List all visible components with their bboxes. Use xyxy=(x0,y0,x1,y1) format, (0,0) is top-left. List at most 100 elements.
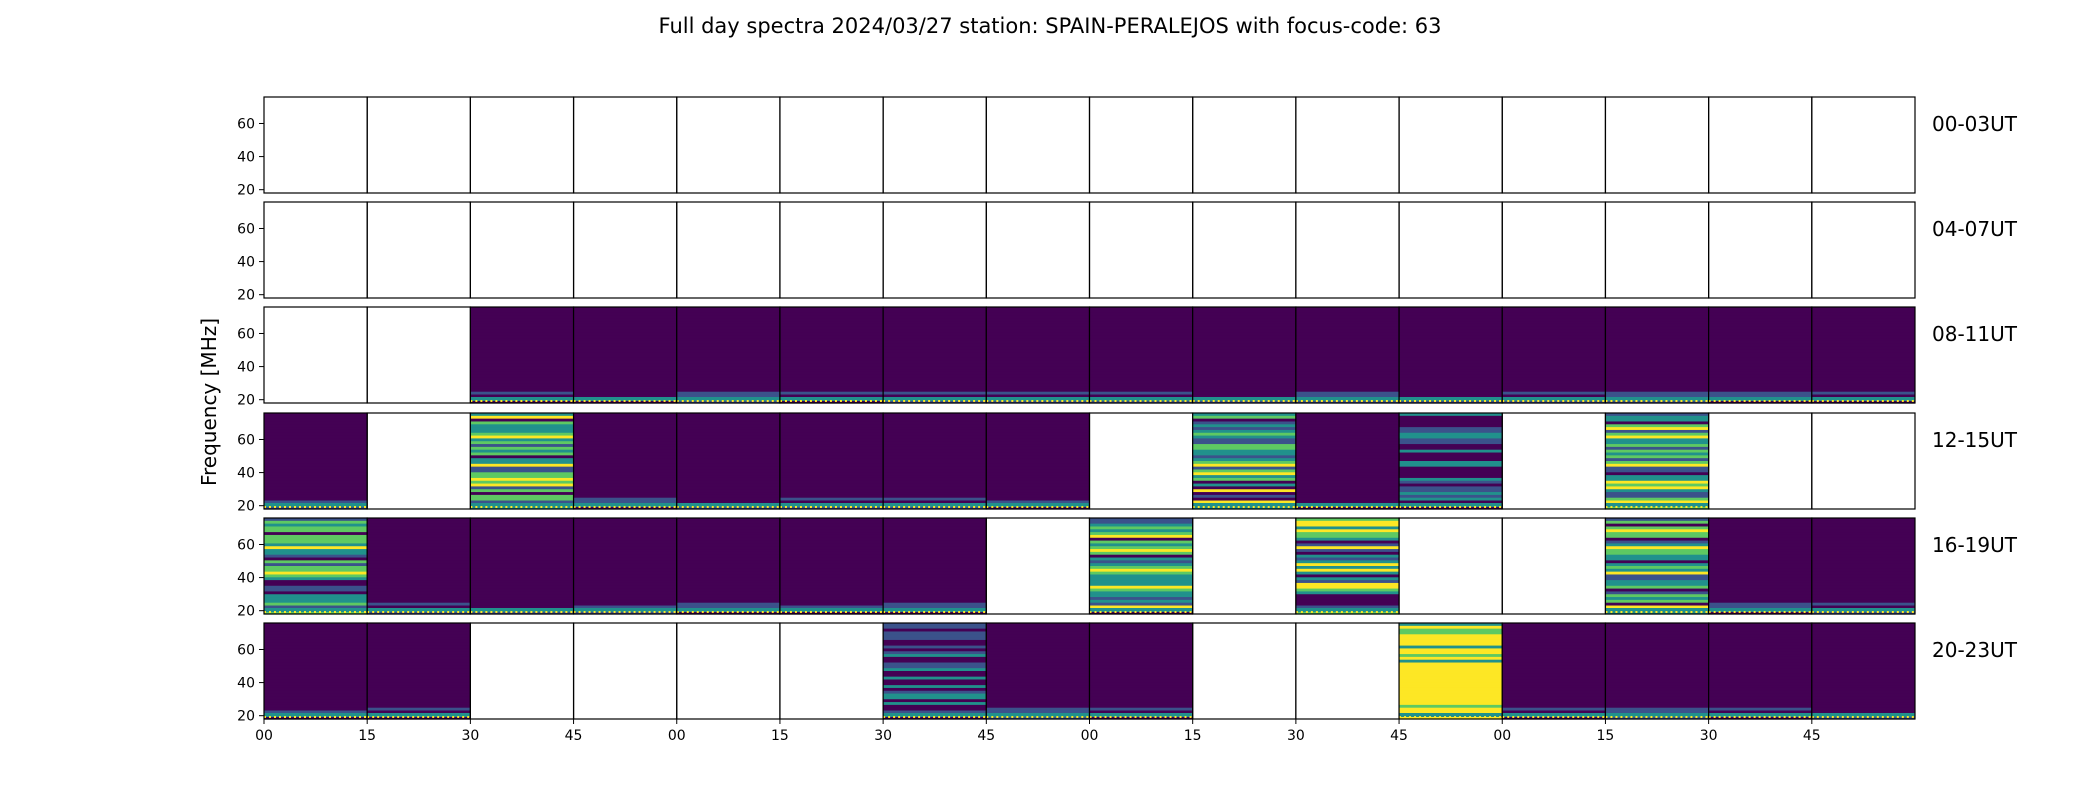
spectrum-band xyxy=(986,312,1090,317)
spectrum-band xyxy=(986,335,1090,339)
spectrum-band xyxy=(1295,463,1400,468)
spectrum-band xyxy=(470,577,574,581)
low-frequency-band xyxy=(573,503,677,507)
spectrum-band xyxy=(1089,523,1193,528)
spectrum-band xyxy=(779,597,884,601)
spectrum-panel xyxy=(1398,622,1503,720)
spectrum-band xyxy=(1502,676,1606,681)
spectrum-band xyxy=(1192,388,1296,393)
spectrum-panel xyxy=(1192,622,1297,720)
spectrum-band xyxy=(264,532,368,536)
spectrum-band xyxy=(1708,687,1812,692)
spectrum-band xyxy=(470,432,574,437)
spectrum-band xyxy=(1089,371,1193,376)
spectrum-band xyxy=(1811,363,1915,367)
spectrum-band xyxy=(883,656,987,661)
spectrum-band xyxy=(264,585,368,590)
spectrum-band xyxy=(1399,427,1503,431)
spectrum-band xyxy=(676,557,780,561)
spectrum-band xyxy=(676,374,780,379)
spectrum-band xyxy=(1399,654,1503,658)
spectrum-band xyxy=(1708,534,1812,539)
spectrum-band xyxy=(1295,554,1400,559)
spectrum-band xyxy=(470,309,574,314)
spectrum-band xyxy=(986,475,1090,479)
spectrum-band xyxy=(883,466,987,471)
spectrum-band xyxy=(1811,346,1915,350)
spectrum-band xyxy=(1708,377,1812,382)
spectrum-band xyxy=(470,352,574,356)
spectrum-band xyxy=(1502,707,1606,712)
spectrum-band xyxy=(1295,480,1400,485)
spectrum-band xyxy=(883,580,987,584)
spectrum-band xyxy=(1605,394,1709,398)
spectrum-band xyxy=(470,574,574,578)
spectrum-band xyxy=(779,424,884,428)
spectrum-band xyxy=(1811,383,1915,387)
spectrum-band xyxy=(676,469,780,473)
spectrum-band xyxy=(779,534,884,539)
spectrum-band xyxy=(676,418,780,423)
spectrum-band xyxy=(1502,696,1606,700)
spectrum-band xyxy=(986,671,1090,675)
spectrum-band xyxy=(1192,346,1296,350)
spectrum-band xyxy=(1605,418,1709,423)
spectrum-band xyxy=(883,707,987,712)
spectrum-band xyxy=(470,338,574,342)
spectrum-band xyxy=(676,520,780,525)
spectrum-band xyxy=(1089,682,1193,686)
spectrum-band xyxy=(470,560,574,564)
spectrum-band xyxy=(883,427,987,431)
x-tick-label: 30 xyxy=(461,728,479,744)
spectrum-band xyxy=(883,335,987,339)
spectrum-band xyxy=(264,452,368,456)
spectrum-band xyxy=(367,637,471,641)
spectrum-band xyxy=(676,309,780,314)
spectrum-band xyxy=(1811,623,1915,627)
spectrum-band xyxy=(883,452,987,456)
spectrum-band xyxy=(676,563,780,567)
spectrum-band xyxy=(883,560,987,564)
spectrum-band xyxy=(986,427,1090,431)
spectrum-band xyxy=(883,662,987,666)
spectrum-band xyxy=(1605,639,1709,644)
panel-frame xyxy=(985,201,1091,299)
spectrum-band xyxy=(1605,489,1709,493)
spectrum-band xyxy=(264,599,368,604)
spectrum-band xyxy=(1605,461,1709,465)
spectrum-band xyxy=(1192,472,1296,476)
spectrum-band xyxy=(1708,520,1812,525)
spectrum-band xyxy=(367,659,471,664)
panel-frame xyxy=(366,412,471,510)
spectrum-band xyxy=(470,566,574,570)
spectrum-band xyxy=(1605,520,1709,525)
spectrum-band xyxy=(1089,623,1193,627)
spectrum-band xyxy=(779,483,884,488)
spectrum-band xyxy=(1089,693,1193,698)
spectrum-band xyxy=(1192,489,1296,493)
spectrum-panel xyxy=(1604,517,1710,615)
spectrum-band xyxy=(1399,625,1503,630)
spectrum-band xyxy=(779,329,884,334)
spectrum-panel xyxy=(1708,96,1813,194)
spectrum-panel xyxy=(1501,96,1607,194)
spectrum-band xyxy=(1089,702,1193,706)
spectrum-band xyxy=(1605,472,1709,476)
low-frequency-band xyxy=(470,503,574,507)
spectrum-band xyxy=(1605,383,1709,387)
spectrum-band xyxy=(986,707,1090,712)
spectrum-band xyxy=(470,469,574,473)
spectrum-band xyxy=(779,529,884,533)
spectrum-band xyxy=(1089,631,1193,635)
spectrum-band xyxy=(1605,710,1709,714)
spectrum-band xyxy=(1811,634,1915,638)
low-frequency-band xyxy=(470,397,574,401)
spectrum-band xyxy=(264,520,368,525)
spectrum-band xyxy=(573,432,677,437)
spectrum-band xyxy=(1811,637,1915,641)
spectrum-band xyxy=(1295,343,1400,348)
x-tick-label: 15 xyxy=(1184,728,1202,744)
spectrum-band xyxy=(676,391,780,396)
spectrum-band xyxy=(367,690,471,695)
spectrum-band xyxy=(1089,366,1193,370)
